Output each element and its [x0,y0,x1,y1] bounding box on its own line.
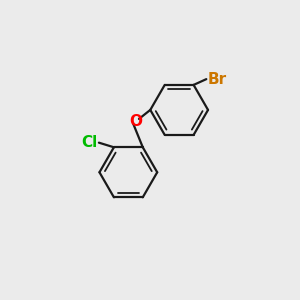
Text: Br: Br [208,72,226,87]
Text: Cl: Cl [82,135,98,150]
Text: O: O [130,113,142,128]
